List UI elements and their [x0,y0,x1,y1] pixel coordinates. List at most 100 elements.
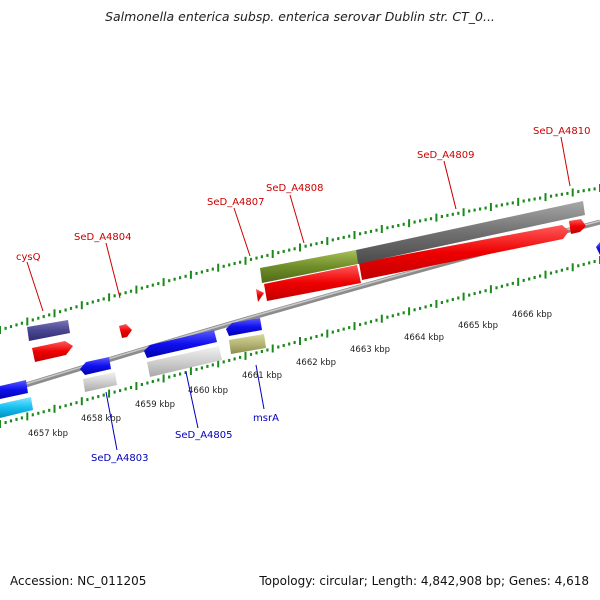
minor-tick [75,401,78,405]
feature-khaki[interactable] [229,334,266,354]
gene-SeD_A4803[interactable] [80,357,111,375]
major-tick [299,243,301,252]
minor-tick [266,253,269,257]
minor-tick [140,286,143,290]
minor-tick [146,381,149,385]
minor-tick [151,380,154,383]
minor-tick [222,360,225,364]
minor-tick [282,249,285,253]
accession-text: Accession: NC_011205 [10,574,147,588]
label-SeD_A4809[interactable]: SeD_A4809 [417,150,475,161]
minor-tick [31,413,34,417]
major-tick [162,374,165,383]
minor-tick [4,421,7,424]
gene-SeD_A4805[interactable] [144,330,217,358]
major-tick [217,359,220,368]
minor-tick [69,306,73,310]
map-title: Salmonella enterica subsp. enterica sero… [105,9,495,24]
minor-tick [479,207,482,211]
minor-tick [539,196,542,200]
minor-tick [211,363,214,367]
minor-tick [15,323,18,327]
minor-tick [239,260,242,264]
minor-tick [124,291,127,295]
minor-tick [233,357,236,361]
minor-tick [446,213,449,217]
gene-small-red[interactable] [256,289,264,302]
minor-tick [391,225,394,229]
forward-label-leaders [26,136,571,312]
scale-label-4661: 4661 kbp [242,371,282,381]
minor-tick [304,338,307,341]
major-tick [244,256,247,265]
gene-SeD_A4809[interactable] [359,225,569,280]
minor-tick [342,327,345,331]
feature-cyan[interactable] [0,397,33,418]
minor-tick [91,396,94,400]
minor-tick [588,188,591,192]
minor-tick [249,257,253,261]
minor-tick [42,315,45,319]
minor-tick [342,235,345,239]
minor-tick [337,329,340,333]
minor-tick [86,398,89,402]
gene-msrA[interactable] [226,318,262,336]
gene-SeD_A4804[interactable] [119,324,132,338]
major-tick [26,412,29,421]
label-SeD_A4803[interactable]: SeD_A4803 [91,453,149,464]
minor-tick [129,386,133,389]
minor-tick [239,355,242,359]
label-SeD_A4810[interactable]: SeD_A4810 [533,126,591,137]
major-tick [135,382,138,390]
scale-label-4659: 4659 kbp [135,400,175,410]
minor-tick [593,260,596,263]
label-SeD_A4808[interactable]: SeD_A4808 [266,183,324,194]
minor-tick [200,366,203,370]
minor-tick [179,372,182,376]
gene-right-edge-blue[interactable] [596,242,600,255]
reverse-label-leaders [105,364,265,451]
major-tick [517,197,520,206]
label-SeD_A4807[interactable]: SeD_A4807 [207,197,265,208]
gene-SeD_A4810[interactable] [569,219,586,234]
major-tick [571,188,574,197]
label-cysQ[interactable]: cysQ [16,252,41,263]
minor-tick [533,276,536,279]
major-tick [408,307,411,316]
minor-tick [293,341,296,344]
feature-lightgray-1[interactable] [83,372,117,392]
minor-tick [48,408,51,412]
feature-lightgray-2[interactable] [147,346,222,377]
gene-left-blue[interactable] [0,380,28,399]
minor-tick [129,289,133,293]
minor-tick [582,189,585,193]
gene-SeD_A4807[interactable] [264,265,361,301]
gene-cysQ[interactable] [32,341,73,362]
minor-tick [91,300,94,304]
minor-tick [337,237,340,241]
feature-navy[interactable] [27,320,70,341]
label-msrA[interactable]: msrA [253,413,279,424]
minor-tick [266,348,269,352]
feature-olive[interactable] [260,250,358,283]
feature-track-upper [27,201,585,341]
minor-tick [413,220,416,224]
feature-darkgray[interactable] [356,201,585,264]
minor-tick [364,321,367,325]
minor-tick [151,283,154,287]
minor-tick [179,276,182,280]
major-tick [435,213,438,222]
minor-tick [140,383,143,386]
minor-tick [168,375,171,379]
minor-tick [386,315,389,319]
minor-tick [184,274,187,278]
major-tick [0,326,1,334]
minor-tick [293,247,296,251]
minor-tick [222,264,225,268]
label-SeD_A4804[interactable]: SeD_A4804 [74,232,132,243]
minor-tick [369,229,373,233]
minor-tick [37,411,40,415]
label-SeD_A4805[interactable]: SeD_A4805 [175,430,233,441]
minor-tick [48,313,51,317]
minor-tick [495,286,498,290]
